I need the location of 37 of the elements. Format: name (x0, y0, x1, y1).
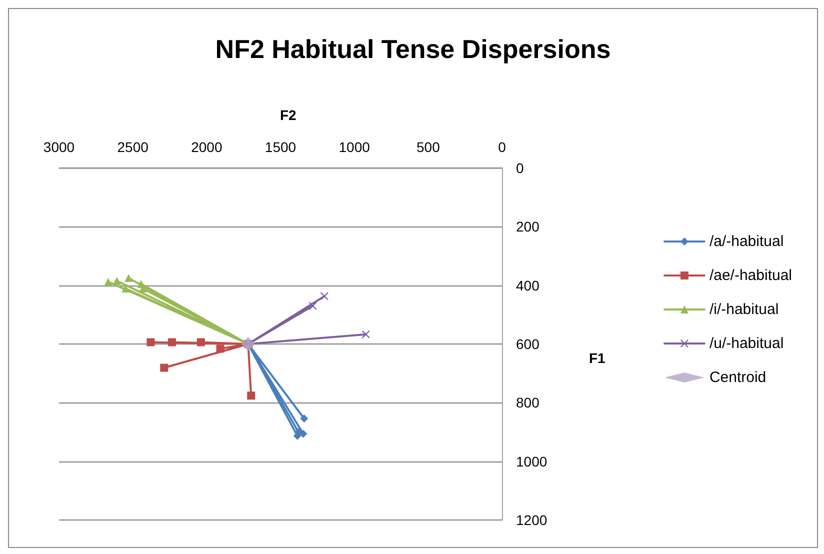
point (362, 330, 370, 338)
y-tick-label: 800 (516, 394, 540, 411)
y-tick-label: 1200 (516, 512, 548, 528)
x-tick-label: 0 (498, 139, 506, 155)
legend-label: /ae/-habitual (709, 267, 792, 284)
y-tick-label: 0 (516, 160, 524, 176)
x-axis-title: F2 (280, 107, 297, 123)
point (308, 302, 317, 310)
x-tick-label: 2500 (117, 139, 149, 155)
point (247, 392, 256, 400)
point (112, 276, 121, 285)
point (160, 364, 168, 372)
y-tick-label: 400 (516, 277, 540, 294)
legend-label: /i/-habitual (709, 301, 779, 318)
y-axis-title: F1 (589, 350, 606, 366)
point (299, 430, 308, 438)
point (320, 292, 328, 300)
legend-label: /u/-habitual (709, 335, 784, 352)
point (196, 338, 205, 346)
point (104, 278, 112, 286)
y-tick-label: 200 (516, 218, 540, 235)
x-tick-label: 3000 (43, 139, 75, 155)
point (124, 274, 133, 282)
point (300, 414, 308, 423)
point (146, 338, 155, 346)
legend-label: /a/-habitual (709, 233, 784, 250)
y-tick-label: 1000 (516, 453, 548, 470)
point (168, 338, 176, 346)
legend-label: Centroid (709, 369, 766, 386)
x-tick-label: 1500 (264, 139, 296, 155)
y-tick-label: 600 (516, 336, 540, 352)
point (241, 337, 256, 351)
x-tick-label: 500 (416, 139, 440, 155)
x-tick-label: 1000 (338, 139, 370, 155)
chart-title: NF2 Habitual Tense Dispersions (215, 34, 611, 64)
point (216, 344, 224, 353)
x-tick-label: 2000 (191, 139, 222, 155)
